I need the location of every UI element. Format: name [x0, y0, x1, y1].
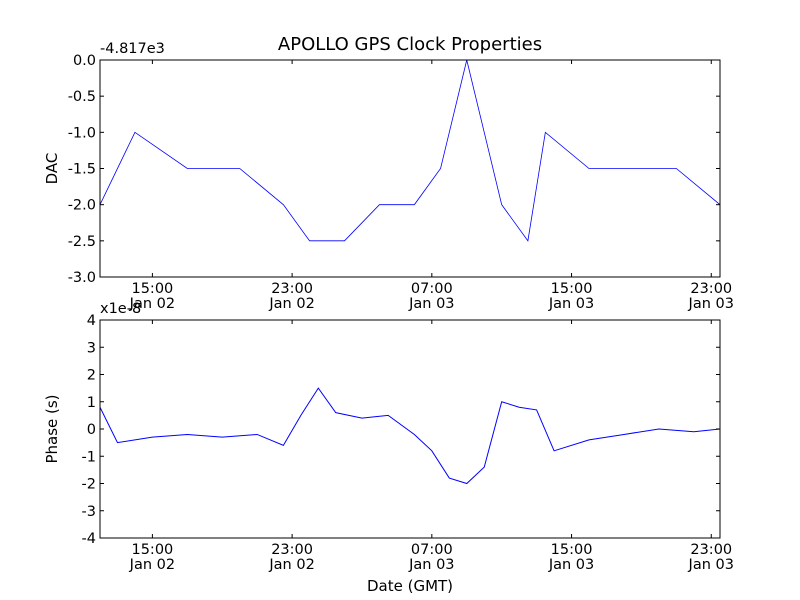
y-tick-label: -3.0 — [68, 270, 96, 286]
x-tick-label: 15:00 — [551, 281, 593, 297]
x-tick-label: Jan 03 — [408, 296, 454, 312]
x-tick-label: 23:00 — [271, 281, 313, 297]
x-tick-label: Jan 02 — [268, 557, 314, 573]
axes-frame — [99, 319, 721, 539]
phase-series-line — [100, 387, 720, 485]
y-tick-label: 3 — [87, 340, 96, 356]
x-tick-label: 15:00 — [131, 542, 173, 558]
x-tick-label: Jan 02 — [129, 557, 175, 573]
y-tick-label: -3 — [82, 504, 96, 520]
x-tick-label: Jan 02 — [129, 296, 175, 312]
x-tick-label: 07:00 — [411, 281, 453, 297]
x-tick-label: 15:00 — [551, 542, 593, 558]
y-tick-label: -4 — [82, 531, 96, 547]
y-tick-label: -2.0 — [68, 198, 96, 214]
x-tick-label: 07:00 — [411, 542, 453, 558]
y-tick-label: 4 — [87, 313, 96, 329]
y-tick-label: -2.5 — [68, 234, 96, 250]
y-tick-label: -2 — [82, 477, 96, 493]
x-tick-label: Jan 03 — [688, 296, 734, 312]
x-tick-label: Jan 03 — [548, 296, 594, 312]
x-tick-label: 15:00 — [131, 281, 173, 297]
y-tick-label: -1.0 — [68, 125, 96, 141]
x-tick-label: Jan 03 — [408, 557, 454, 573]
x-tick-label: Jan 03 — [688, 557, 734, 573]
y-tick-label: 2 — [87, 368, 96, 384]
y-tick-label: 0 — [87, 422, 96, 438]
y-offset-label: x1e-8 — [100, 301, 141, 317]
y-tick-label: 1 — [87, 395, 96, 411]
y-tick-label: -1 — [82, 449, 96, 465]
chart-title: APOLLO GPS Clock Properties — [278, 34, 542, 55]
y-axis-label: DAC — [43, 153, 61, 185]
y-tick-label: -0.5 — [68, 89, 96, 105]
y-axis-label: Phase (s) — [43, 394, 61, 463]
dac-series-line — [100, 60, 720, 242]
x-tick-label: 23:00 — [271, 542, 313, 558]
x-tick-label: Jan 03 — [548, 557, 594, 573]
x-tick-label: 23:00 — [690, 542, 732, 558]
y-offset-label: -4.817e3 — [100, 41, 165, 57]
y-tick-label: -1.5 — [68, 162, 96, 178]
y-tick-label: 0.0 — [73, 53, 96, 69]
x-tick-label: Jan 02 — [268, 296, 314, 312]
x-axis-label: Date (GMT) — [367, 577, 453, 595]
x-tick-label: 23:00 — [690, 281, 732, 297]
